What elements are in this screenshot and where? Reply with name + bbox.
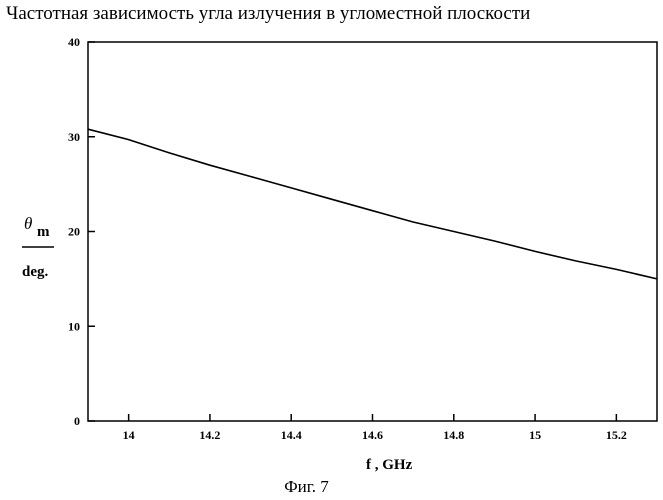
y-tick-label: 30 <box>68 130 80 144</box>
y-tick-label: 0 <box>74 414 80 428</box>
x-tick-label: 14.4 <box>281 428 302 442</box>
y-axis-label-symbol: θ <box>24 214 32 233</box>
series-line-0 <box>87 128 658 280</box>
plot-area-border <box>87 41 658 422</box>
x-tick-label: 14 <box>123 428 135 442</box>
figure-caption: Фиг. 7 <box>0 477 663 497</box>
y-axis-label: θ m deg. <box>22 214 54 280</box>
plot-frame <box>87 41 658 422</box>
y-tick-label: 40 <box>68 35 80 49</box>
x-axis-label: f , GHz <box>366 457 413 473</box>
figure-caption-text: Фиг. 7 <box>284 477 329 496</box>
y-tick-label: 10 <box>68 319 80 333</box>
chart-title: Частотная зависимость угла излучения в у… <box>6 3 531 24</box>
x-tick-label: 15 <box>529 428 541 442</box>
y-axis: 0 10 20 30 40 <box>68 35 95 428</box>
x-tick-label: 14.6 <box>362 428 383 442</box>
x-axis: 14 14.2 14.4 14.6 14.8 15 15.2 <box>123 414 627 442</box>
x-tick-label: 14.8 <box>443 428 464 442</box>
x-tick-label: 15.2 <box>606 428 627 442</box>
x-tick-label: 14.2 <box>199 428 220 442</box>
series <box>87 128 658 280</box>
y-axis-label-subscript: m <box>37 224 50 240</box>
y-axis-label-unit: deg. <box>22 264 49 280</box>
y-tick-label: 20 <box>68 225 80 239</box>
